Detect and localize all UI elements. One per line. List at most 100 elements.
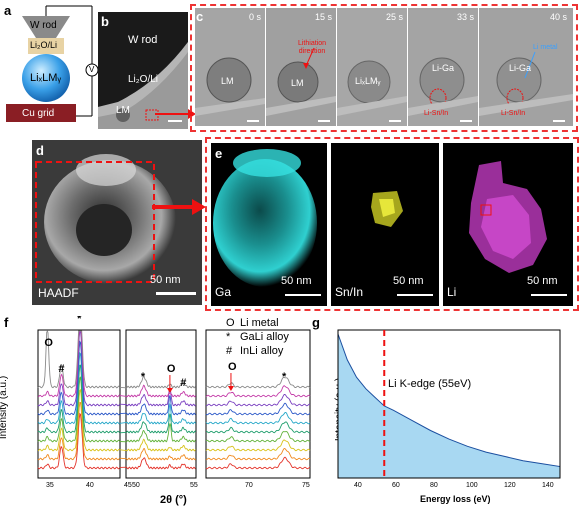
eels-axis-frame: [337, 329, 561, 479]
panel-g: g Intensity (a.u.) Li K-edge (55eV) 40 6…: [310, 316, 583, 508]
li-map: Li 50 nm: [443, 143, 573, 306]
legend-symbol-hash: #: [226, 345, 233, 357]
xrd-series-3-seg-1: [119, 423, 196, 443]
legend-inli-text: InLi alloy: [240, 345, 284, 357]
eels-xtick-40: 40: [354, 482, 362, 489]
xrd-legend: O Li metal * GaLi alloy # InLi alloy: [226, 316, 289, 358]
eels-spectrum-area: [337, 333, 561, 479]
cu-grid-label: Cu grid: [22, 108, 55, 119]
xrd-series-6-seg-0: [37, 340, 121, 416]
xrd-series-4-seg-2: [205, 421, 311, 434]
eels-xticks: 40 60 80 100 120 140: [310, 482, 583, 494]
xrd-peak-marker-4: O: [167, 363, 176, 375]
scale-bar-b: [168, 120, 182, 122]
haadf-scale-label: 50 nm: [150, 274, 181, 286]
frame-25s-center: LiₓLMᵧ: [355, 76, 381, 86]
sn-in-map: Sn/In 50 nm: [331, 143, 439, 306]
xrd-xticks: 35 40 45 50 55 70 75: [0, 482, 330, 494]
panel-c-label: c: [196, 9, 204, 24]
legend-gali: * GaLi alloy: [226, 330, 289, 344]
xrd-series-6-seg-1: [119, 395, 196, 416]
xrd-series-6-seg-2: [205, 402, 311, 416]
xrd-series-9-seg-1: [119, 375, 196, 389]
xtick-40: 40: [86, 482, 94, 489]
panel-e-label: e: [215, 146, 223, 161]
xrd-series-1-seg-1: [119, 447, 197, 461]
xrd-axis-frame-1: [125, 329, 197, 479]
li-metal-label: Li metal: [533, 44, 558, 51]
frame-25s: 25 s LiₓLMᵧ: [337, 8, 407, 126]
frame-40s-note: Li-Sn/In: [501, 110, 526, 117]
xrd-series-5-seg-0: [37, 352, 121, 425]
setup-schematic: [6, 5, 99, 122]
xrd-series-5-seg-1: [119, 403, 197, 425]
frame-33s-center: Li-Ga: [432, 63, 455, 73]
xrd-series-7-seg-2: [206, 394, 311, 407]
frame-15s-center: LM: [291, 78, 304, 88]
arrow-d-to-e: [152, 199, 206, 215]
eels-xtick-60: 60: [392, 482, 400, 489]
xrd-series-0-seg-1: [119, 457, 196, 470]
xrd-peak-marker-1: #: [58, 363, 64, 375]
xtick-50: 50: [132, 482, 140, 489]
li2o-li-tem-label: Li₂O/Li: [128, 74, 159, 85]
frame-0s-center: LM: [221, 76, 234, 86]
legend-inli: # InLi alloy: [226, 344, 289, 358]
li-map-scale: 50 nm: [527, 275, 558, 287]
scale-bar-c0: [247, 120, 259, 122]
xrd-axis-frame-0: [37, 329, 121, 479]
haadf-label: HAADF: [38, 286, 79, 300]
panel-d: d HAADF 50 nm: [32, 140, 202, 305]
xrd-series-4-seg-0: [37, 364, 121, 434]
xrd-series-9-seg-0: [37, 329, 121, 389]
frame-33s-note: Li-Sn/In: [424, 110, 449, 117]
legend-symbol-o: O: [226, 317, 235, 329]
scale-bar-c2: [389, 120, 401, 122]
xrd-series-8-seg-1: [119, 384, 197, 398]
xrd-series-2-seg-2: [205, 439, 311, 452]
frame-40s: 40 s Li metal Li-Ga Li-Sn/In: [479, 8, 573, 126]
ga-map-scale: 50 nm: [281, 275, 312, 287]
frame-0s: 0 s LM: [195, 8, 265, 126]
frame-33s-time: 33 s: [456, 12, 474, 22]
legend-li-metal: O Li metal: [226, 316, 289, 330]
panel-a: a W rod Li₂O/Li LiₓLMᵧ Cu grid V: [0, 0, 100, 130]
panel-a-label: a: [4, 3, 12, 18]
panel-d-label: d: [36, 143, 44, 158]
xrd-peak-marker-5: #: [180, 377, 186, 389]
xrd-series-9-seg-2: [205, 376, 311, 389]
xrd-series-1-seg-0: [37, 401, 121, 461]
xrd-peak-marker-7: *: [282, 371, 287, 383]
li2o-li-label: Li₂O/Li: [30, 40, 58, 50]
xrd-peak-arrowhead-6: [227, 386, 234, 391]
xtick-55: 55: [190, 482, 198, 489]
xrd-xlabel: 2θ (°): [160, 494, 187, 506]
xrd-series-3-seg-2: [205, 431, 311, 443]
xrd-series-0-seg-0: [37, 412, 121, 470]
li-k-edge-annotation: Li K-edge (55eV): [388, 378, 472, 390]
xrd-peak-marker-2: *: [77, 316, 82, 325]
panel-g-label: g: [312, 315, 320, 330]
eels-xtick-120: 120: [504, 482, 516, 489]
xrd-chart: O # * * O # O *: [37, 316, 311, 479]
scale-bar-li: [531, 294, 567, 296]
tem-image-b: [98, 12, 188, 122]
xrd-peak-marker-6: O: [228, 361, 237, 373]
eels-xlabel: Energy loss (eV): [420, 494, 491, 504]
xrd-series-7-seg-0: [37, 330, 121, 407]
scale-bar-snin: [397, 294, 433, 296]
w-rod-label: W rod: [30, 20, 57, 31]
xrd-series-4-seg-1: [119, 413, 197, 434]
eels-xtick-140: 140: [542, 482, 554, 489]
xtick-70: 70: [245, 482, 253, 489]
voltmeter-label: V: [89, 65, 95, 74]
eels-xtick-80: 80: [430, 482, 438, 489]
eels-xtick-100: 100: [466, 482, 478, 489]
lm-tem-label: LM: [116, 105, 130, 116]
scale-bar-ga: [285, 294, 321, 296]
panel-b-label: b: [101, 14, 109, 29]
panel-e: [205, 137, 579, 311]
xrd-peak-arrowhead-4: [166, 388, 173, 393]
li-map-label: Li: [447, 285, 457, 299]
lixlmy-label: LiₓLMᵧ: [30, 72, 61, 84]
